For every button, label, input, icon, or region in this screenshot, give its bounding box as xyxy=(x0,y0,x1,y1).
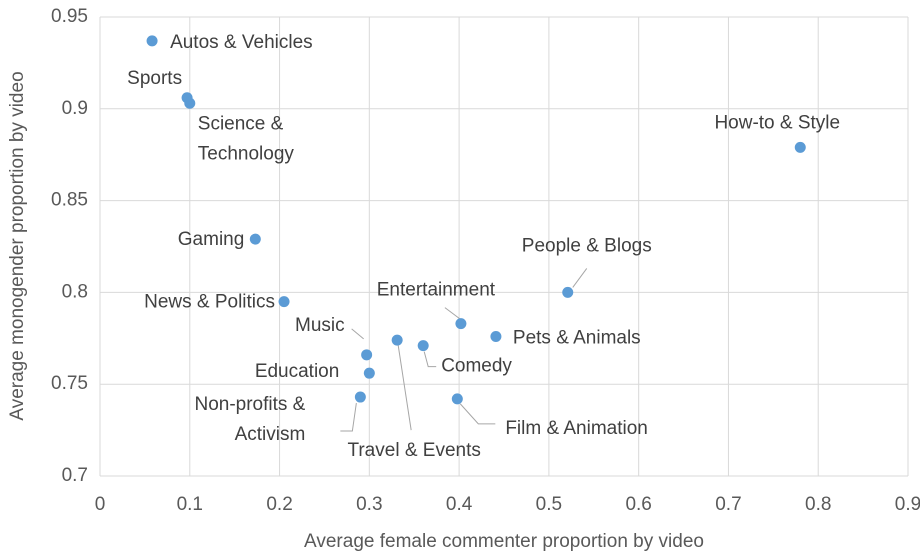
leader-line xyxy=(340,402,357,432)
x-tick-label: 0.1 xyxy=(177,494,203,515)
point-label: Technology xyxy=(198,143,295,164)
point xyxy=(278,296,290,308)
point xyxy=(391,334,403,346)
point-label: People & Blogs xyxy=(522,235,652,256)
y-axis-title: Average monogender proportion by video xyxy=(7,71,28,420)
leader-line xyxy=(444,307,462,321)
leader-line xyxy=(351,328,364,340)
point xyxy=(455,318,467,330)
point-label: Travel & Events xyxy=(347,440,480,461)
point-label: Sports xyxy=(127,68,182,89)
y-tick-label: 0.9 xyxy=(62,98,88,119)
y-tick-label: 0.95 xyxy=(51,6,88,27)
x-tick-label: 0.6 xyxy=(625,494,651,515)
leader-line xyxy=(423,351,437,368)
point xyxy=(417,340,429,352)
x-tick-label: 0.3 xyxy=(356,494,382,515)
point-label: Music xyxy=(295,315,345,336)
point-label: Activism xyxy=(235,424,306,445)
point-label: Entertainment xyxy=(377,280,496,301)
point-label: Science & xyxy=(198,113,284,134)
point xyxy=(184,97,196,109)
y-tick-label: 0.8 xyxy=(62,281,88,302)
point xyxy=(794,141,806,153)
leader-line xyxy=(459,403,496,425)
x-tick-label: 0.7 xyxy=(715,494,741,515)
point-label: Pets & Animals xyxy=(513,327,641,348)
point xyxy=(490,330,502,342)
x-tick-label: 0.4 xyxy=(446,494,473,515)
leader-line xyxy=(397,345,412,431)
point-label: Education xyxy=(255,361,340,382)
leader-line xyxy=(572,268,588,288)
point-label: How-to & Style xyxy=(714,112,840,133)
x-tick-label: 0.2 xyxy=(266,494,292,515)
x-axis-title: Average female commenter proportion by v… xyxy=(304,531,704,552)
point xyxy=(354,391,366,403)
y-tick-label: 0.7 xyxy=(62,465,88,486)
x-tick-label: 0 xyxy=(95,494,106,515)
y-tick-label: 0.85 xyxy=(51,190,88,211)
point-label: Autos & Vehicles xyxy=(170,32,313,53)
x-tick-label: 0.5 xyxy=(536,494,562,515)
point xyxy=(562,286,574,298)
point xyxy=(363,367,375,379)
point-label: News & Politics xyxy=(144,292,275,313)
point-label: Gaming xyxy=(178,229,245,250)
point-label: Non-profits & xyxy=(194,394,305,415)
point xyxy=(146,35,158,47)
point xyxy=(361,349,373,361)
point-label: Film & Animation xyxy=(505,418,648,439)
point-label: Comedy xyxy=(441,356,512,377)
x-tick-label: 0.9 xyxy=(895,494,920,515)
point xyxy=(249,233,261,245)
point xyxy=(451,393,463,405)
x-tick-label: 0.8 xyxy=(805,494,831,515)
y-tick-label: 0.75 xyxy=(51,373,88,394)
